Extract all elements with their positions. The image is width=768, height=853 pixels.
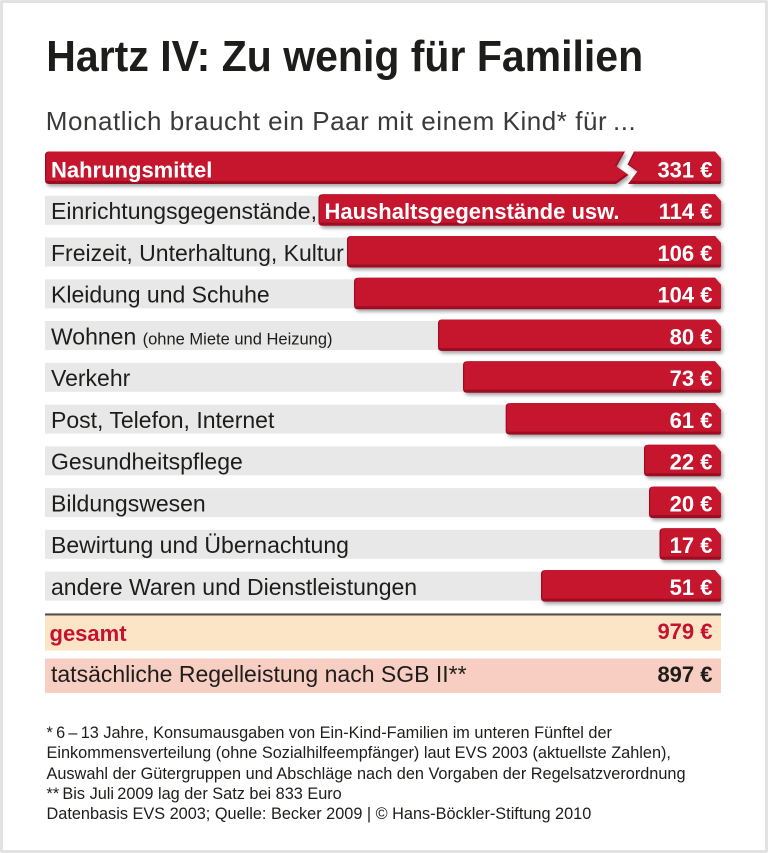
svg-text:Post, Telefon, Internet: Post, Telefon, Internet xyxy=(51,407,275,433)
svg-text:Bildungswesen: Bildungswesen xyxy=(51,490,206,516)
svg-text:gesamt: gesamt xyxy=(50,621,128,646)
svg-text:331 €: 331 € xyxy=(657,157,712,182)
svg-text:Nahrungsmittel: Nahrungsmittel xyxy=(51,157,212,182)
svg-text:114 €: 114 € xyxy=(659,199,713,224)
svg-text:Verkehr: Verkehr xyxy=(51,365,131,391)
svg-text:17 €: 17 € xyxy=(670,533,713,558)
svg-text:Gesundheitspflege: Gesundheitspflege xyxy=(51,449,243,475)
svg-text:tatsächliche Regelleistung nac: tatsächliche Regelleistung nach SGB II** xyxy=(51,661,467,687)
svg-text:Einrichtungsgegenstände,: Einrichtungsgegenstände, xyxy=(51,198,317,224)
svg-text:80 €: 80 € xyxy=(670,324,713,349)
svg-text:979 €: 979 € xyxy=(657,619,712,644)
svg-text:106 €: 106 € xyxy=(657,241,712,266)
svg-text:51 €: 51 € xyxy=(670,575,713,600)
svg-text:61 €: 61 € xyxy=(670,408,713,433)
svg-text:897 €: 897 € xyxy=(657,662,712,687)
svg-text:20 €: 20 € xyxy=(670,491,713,516)
svg-text:22 €: 22 € xyxy=(670,450,713,475)
svg-text:Kleidung und Schuhe: Kleidung und Schuhe xyxy=(51,282,270,308)
svg-text:Freizeit, Unterhaltung, Kultur: Freizeit, Unterhaltung, Kultur xyxy=(51,240,344,266)
svg-text:Haushaltsgegenstände usw.: Haushaltsgegenstände usw. xyxy=(325,199,620,224)
svg-text:73 €: 73 € xyxy=(670,366,713,391)
svg-text:Bewirtung und Übernachtung: Bewirtung und Übernachtung xyxy=(51,532,349,558)
svg-text:104 €: 104 € xyxy=(657,283,712,308)
svg-text:andere Waren und Dienstleistun: andere Waren und Dienstleistungen xyxy=(51,574,417,600)
